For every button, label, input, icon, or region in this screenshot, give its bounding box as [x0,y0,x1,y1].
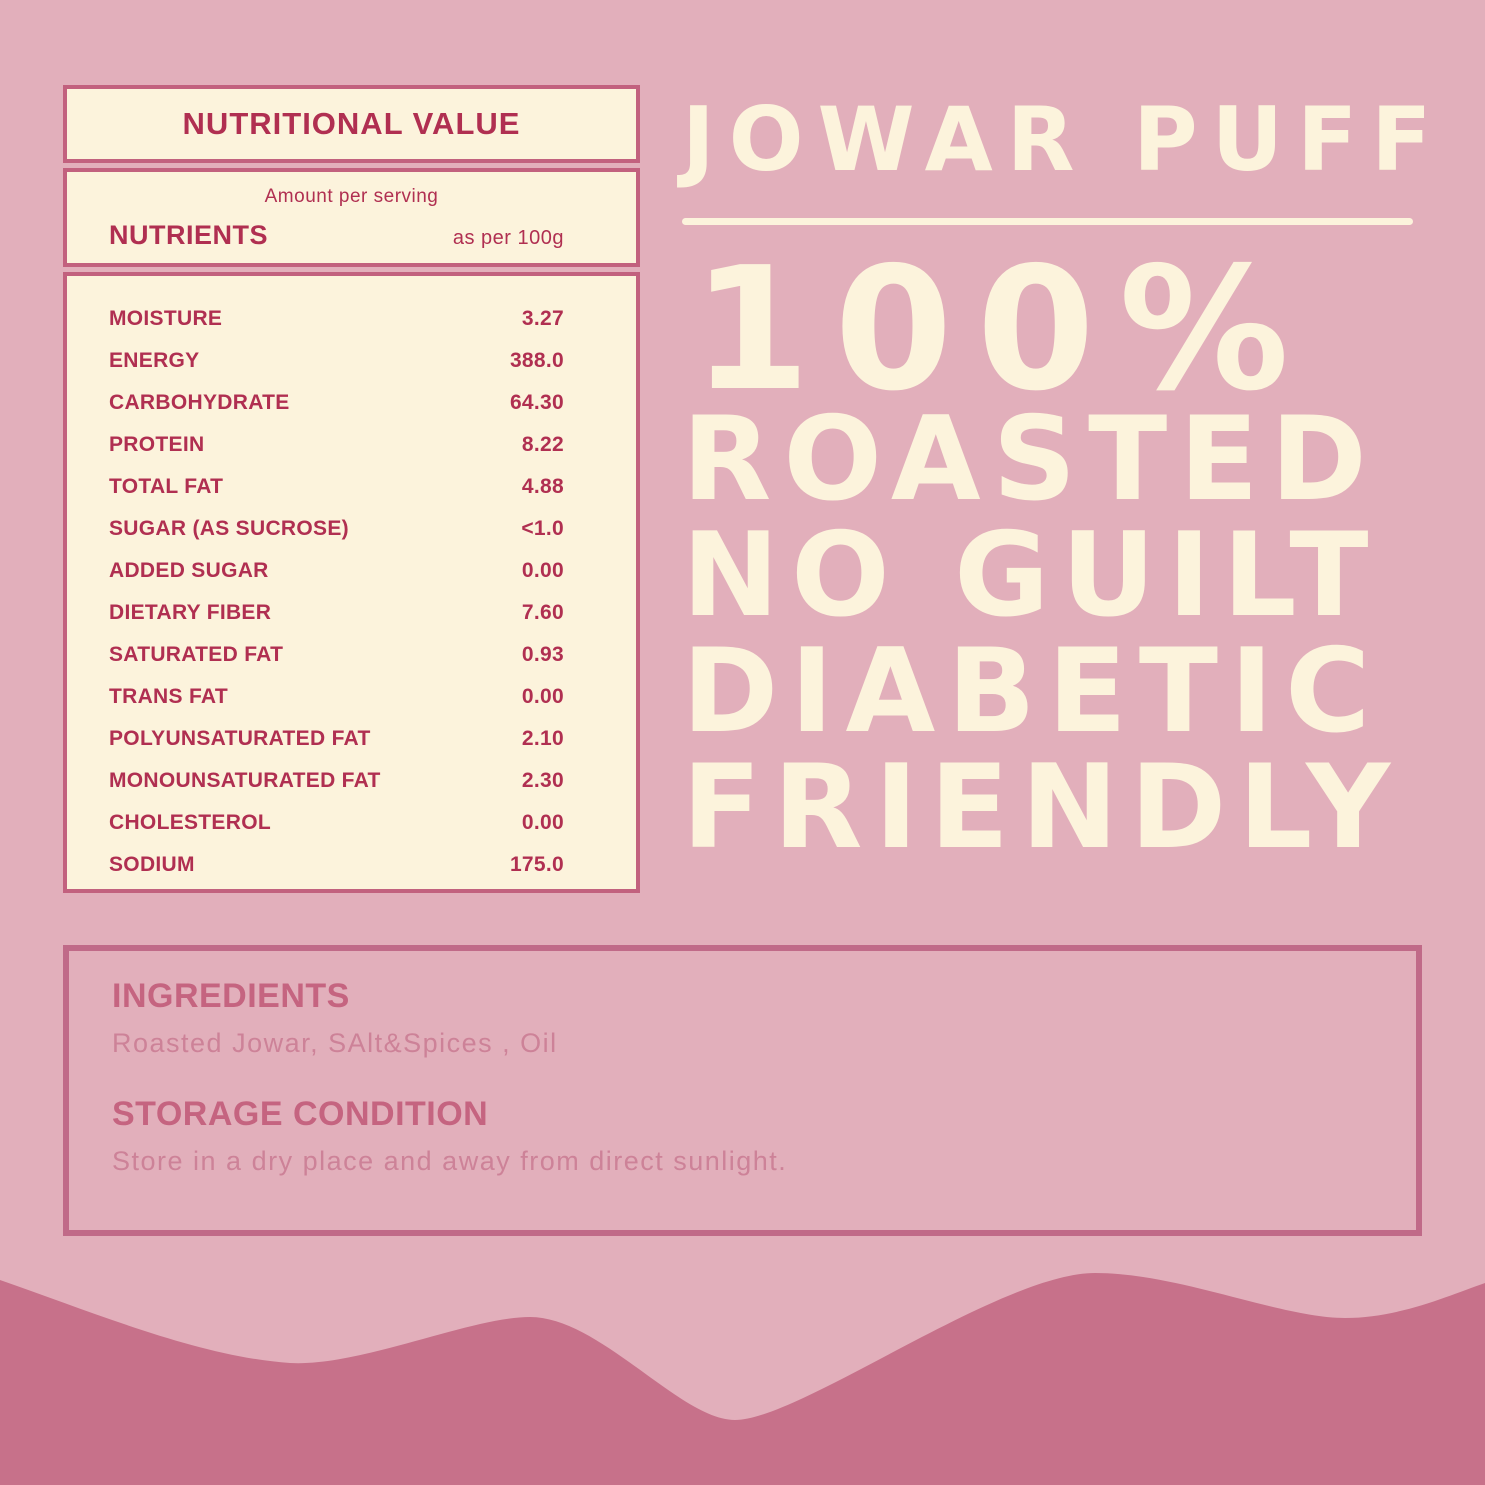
claim-roasted: ROASTED [682,392,1379,527]
table-row: TRANS FAT 0.00 [109,676,564,718]
nutrient-value: 64.30 [509,391,564,414]
nutrient-label: MONOUNSATURATED FAT [109,769,381,792]
nutrient-value: 388.0 [509,349,564,372]
claims-list: ROASTED NO GUILT DIABETIC FRIENDLY [682,402,1402,866]
nutrient-value: 0.00 [521,685,564,708]
nutrient-value: 4.88 [521,475,564,498]
nutrient-value: 7.60 [521,601,564,624]
table-row: SODIUM 175.0 [109,844,564,886]
table-row: MONOUNSATURATED FAT 2.30 [109,760,564,802]
nutrient-value: 175.0 [509,853,564,876]
table-row: MOISTURE 3.27 [109,298,564,340]
info-panel: INGREDIENTS Roasted Jowar, SAlt&Spices ,… [63,945,1422,1236]
table-row: ADDED SUGAR 0.00 [109,550,564,592]
nutrient-label: TRANS FAT [109,685,228,708]
nutrition-table: NUTRITIONAL VALUE Amount per serving NUT… [63,85,640,893]
nutrient-label: SODIUM [109,853,195,876]
product-name: JOWAR PUFF [682,88,1446,191]
storage-heading: STORAGE CONDITION [112,1095,489,1133]
table-row: DIETARY FIBER 7.60 [109,592,564,634]
wave-decoration [0,1273,1485,1485]
nutrient-value: 8.22 [521,433,564,456]
claim-no-guilt: NO GUILT [682,508,1381,643]
table-row: CARBOHYDRATE 64.30 [109,382,564,424]
nutrient-value: 0.93 [521,643,564,666]
nutrition-subheader-panel: Amount per serving NUTRIENTS as per 100g [63,168,640,267]
nutrient-label: POLYUNSATURATED FAT [109,727,371,750]
nutrition-title: NUTRITIONAL VALUE [182,106,521,141]
storage-text: Store in a dry place and away from direc… [112,1146,788,1176]
table-row: CHOLESTEROL 0.00 [109,802,564,844]
table-row: ENERGY 388.0 [109,340,564,382]
amount-column-header: as per 100g [452,227,564,249]
ingredients-text: Roasted Jowar, SAlt&Spices , Oil [112,1028,558,1058]
nutrient-value: 3.27 [521,307,564,330]
table-row: PROTEIN 8.22 [109,424,564,466]
nutrient-value: 2.10 [521,727,564,750]
nutrient-value: 0.00 [521,559,564,582]
nutrient-label: MOISTURE [109,307,223,330]
column-headers: NUTRIENTS as per 100g [67,220,636,251]
ingredients-heading: INGREDIENTS [112,977,350,1015]
table-row: SATURATED FAT 0.93 [109,634,564,676]
nutrient-label: SUGAR (AS SUCROSE) [109,517,349,540]
claim-100-percent: 100% [692,231,1314,429]
table-row: SUGAR (AS SUCROSE) <1.0 [109,508,564,550]
nutrient-value: <1.0 [521,517,564,540]
nutrient-label: CHOLESTEROL [109,811,271,834]
nutrient-value: 2.30 [521,769,564,792]
claim-diabetic: DIABETIC [682,624,1383,759]
nutrient-label: CARBOHYDRATE [109,391,290,414]
claim-friendly: FRIENDLY [682,740,1403,875]
nutrients-column-header: NUTRIENTS [109,220,268,250]
nutrient-label: ENERGY [109,349,200,372]
table-row: POLYUNSATURATED FAT 2.10 [109,718,564,760]
nutrient-label: SATURATED FAT [109,643,284,666]
nutrient-label: ADDED SUGAR [109,559,269,582]
serving-note: Amount per serving [264,186,439,207]
nutrient-label: PROTEIN [109,433,205,456]
divider-line [682,218,1413,225]
nutrient-label: DIETARY FIBER [109,601,272,624]
table-row: TOTAL FAT 4.88 [109,466,564,508]
nutrition-rows: MOISTURE 3.27 ENERGY 388.0 CARBOHYDRATE … [63,272,640,893]
nutrient-value: 0.00 [521,811,564,834]
nutrition-title-panel: NUTRITIONAL VALUE [63,85,640,163]
nutrient-label: TOTAL FAT [109,475,224,498]
